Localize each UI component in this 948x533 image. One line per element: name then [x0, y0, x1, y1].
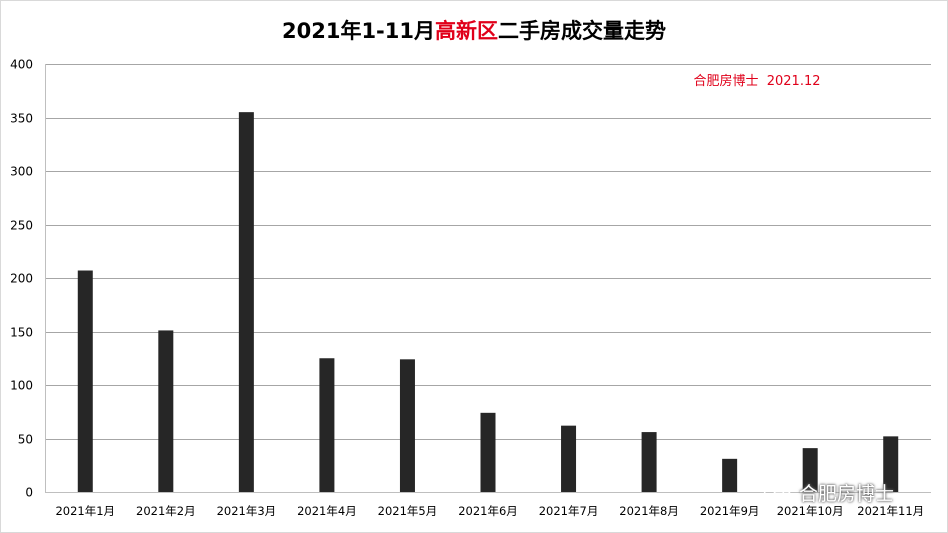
title-prefix: 2021年1-11月	[282, 19, 435, 43]
bar	[319, 358, 335, 492]
x-tick-label: 2021年1月	[55, 504, 115, 518]
x-tick-label: 2021年4月	[297, 504, 357, 518]
y-tick-label: 350	[10, 112, 33, 126]
x-tick-label: 2021年11月	[857, 504, 924, 518]
bar	[238, 112, 254, 493]
y-tick-label: 250	[10, 219, 33, 233]
bar	[158, 330, 174, 492]
y-tick-label: 300	[10, 165, 33, 179]
bar	[77, 270, 93, 492]
chart-annotation: 合肥房博士 2021.12	[693, 73, 820, 89]
x-tick-label: 2021年7月	[539, 504, 599, 518]
x-tick-label: 2021年9月	[700, 504, 760, 518]
y-tick-label: 200	[10, 272, 33, 286]
y-tick-label: 400	[10, 58, 33, 72]
bar	[399, 359, 415, 492]
y-tick-label: 50	[18, 433, 33, 447]
bar	[561, 425, 577, 492]
x-tick-label: 2021年8月	[619, 504, 679, 518]
bar	[480, 412, 496, 492]
bar	[722, 458, 738, 492]
x-tick-label: 2021年6月	[458, 504, 518, 518]
x-tick-label: 2021年2月	[136, 504, 196, 518]
x-tick-label: 2021年5月	[378, 504, 438, 518]
bar	[883, 436, 899, 492]
wechat-icon	[763, 482, 791, 502]
y-tick-label: 100	[10, 379, 33, 393]
watermark-text: 合肥房博士	[799, 483, 895, 505]
x-tick-label: 2021年10月	[777, 504, 844, 518]
y-tick-label: 150	[10, 326, 33, 340]
bar	[641, 432, 657, 492]
title-suffix: 二手房成交量走势	[498, 19, 666, 43]
bar	[802, 448, 818, 492]
title-highlight: 高新区	[435, 19, 498, 43]
y-tick-label: 0	[25, 486, 33, 500]
x-tick-label: 2021年3月	[217, 504, 277, 518]
chart-title: 2021年1-11月高新区二手房成交量走势	[1, 15, 947, 45]
watermark: 合肥房博士	[763, 479, 894, 506]
